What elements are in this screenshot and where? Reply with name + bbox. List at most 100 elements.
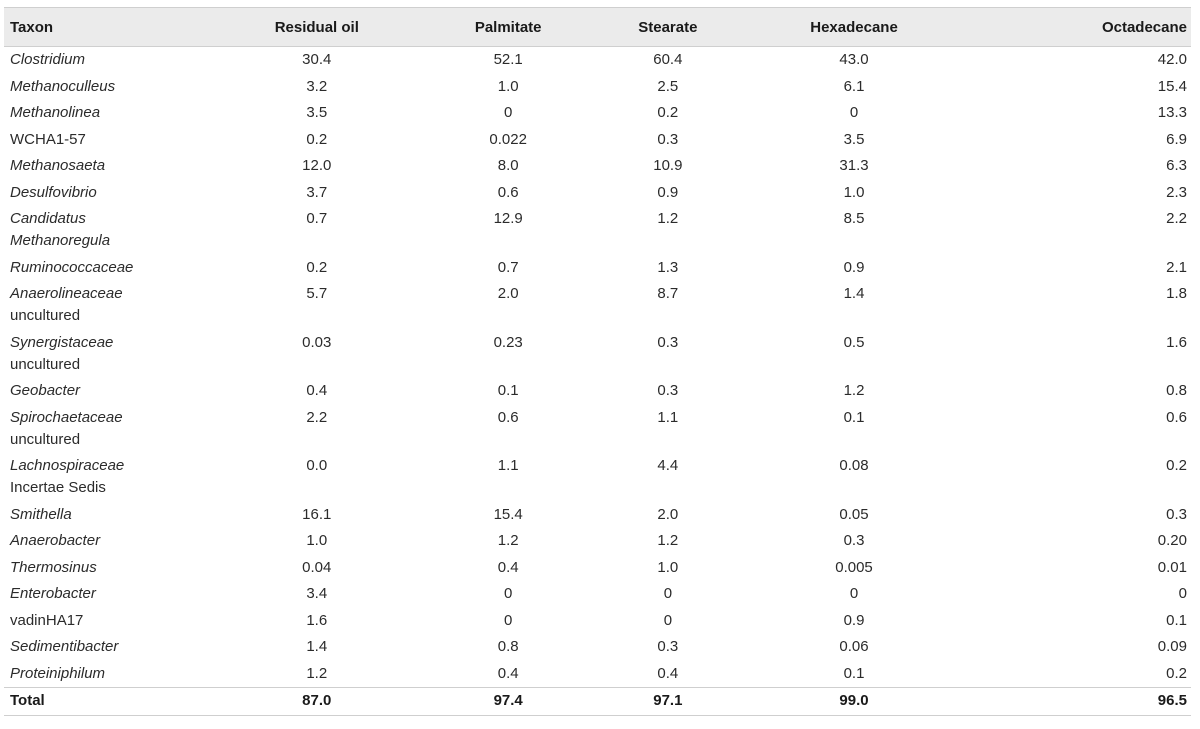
- taxon-abundance-table: Taxon Residual oil Palmitate Stearate He…: [4, 7, 1191, 716]
- value-cell-hexadecane: 0.05: [839, 505, 869, 523]
- taxon-cell: Spirochaetaceae uncultured: [4, 405, 210, 454]
- value-cell-stearate: 10.9: [653, 157, 683, 174]
- value-cell-hexadecane: 0: [849, 585, 859, 602]
- value-cell-octadecane: 0.6: [1166, 408, 1187, 426]
- value-cell-octadecane: 42.0: [1157, 51, 1187, 68]
- value-cell-palmitate: 0.6: [497, 183, 519, 201]
- table-row: Smithella 16.1 15.4 2.0 0.05 0.3: [4, 502, 1191, 529]
- taxon-name: WCHA1-57: [10, 130, 86, 148]
- value-cell-palmitate: 2.0: [497, 285, 519, 302]
- value-cell-stearate: 0.9: [657, 183, 679, 201]
- taxon-cell: Geobacter: [4, 378, 210, 405]
- header-octadecane: Octadecane: [965, 7, 1191, 47]
- value-cell-octadecane: 0.1: [1166, 611, 1187, 629]
- taxon-name: Incertae Sedis: [10, 479, 106, 496]
- taxon-name: Spirochaetaceae: [10, 408, 123, 426]
- value-cell-hexadecane: 0.005: [835, 558, 873, 576]
- value-cell-octadecane: 13.3: [1157, 104, 1187, 121]
- value-cell-residual-oil: 1.4: [306, 638, 328, 655]
- taxon-name: Desulfovibrio: [10, 183, 97, 201]
- value-cell-residual-oil: 1.6: [306, 611, 328, 629]
- total-value-hexadecane: 99.0: [742, 687, 966, 716]
- value-cell-hexadecane: 1.2: [843, 382, 865, 399]
- value-cell-stearate: 60.4: [653, 51, 683, 68]
- value-cell-hexadecane: 6.1: [843, 77, 865, 95]
- value-cell-palmitate: 0: [503, 104, 513, 121]
- value-cell-octadecane: 1.8: [1166, 285, 1187, 302]
- taxon-name: Anaerobacter: [10, 532, 101, 549]
- value-cell-octadecane: 0.01: [1157, 558, 1187, 576]
- total-value-stearate: 97.1: [592, 687, 743, 716]
- taxon-name: uncultured: [10, 430, 81, 448]
- value-cell-octadecane: 0.2: [1166, 457, 1187, 474]
- value-cell-hexadecane: 0.1: [843, 664, 865, 682]
- value-cell-palmitate: 15.4: [493, 505, 523, 523]
- table-row: Candidatus Methanoregula 0.7 12.9 1.2 8.5 2.2: [4, 206, 1191, 255]
- value-cell-palmitate: 1.1: [497, 457, 519, 474]
- value-cell-stearate: 0.3: [657, 333, 679, 351]
- total-label: Total: [4, 687, 210, 716]
- taxon-name: Smithella: [10, 505, 72, 523]
- value-cell-residual-oil: 3.2: [306, 77, 328, 95]
- value-cell-hexadecane: 0.3: [843, 532, 865, 549]
- taxon-name: Anaerolineaceae: [10, 285, 123, 302]
- value-cell-stearate: 8.7: [657, 285, 679, 302]
- taxon-name: Clostridium: [10, 51, 86, 68]
- taxon-name: Lachnospiraceae: [10, 457, 125, 474]
- table-row: Methanolinea 3.5 0 0.2 0 13.3: [4, 100, 1191, 127]
- taxon-name: vadinHA17: [10, 611, 84, 629]
- value-cell-residual-oil: 0.04: [302, 558, 332, 576]
- value-cell-stearate: 1.2: [657, 532, 679, 549]
- value-cell-stearate: 0.4: [657, 664, 679, 682]
- table-row: Lachnospiraceae Incertae Sedis 0.0 1.1 4.4 0.…: [4, 453, 1191, 502]
- value-cell-hexadecane: 0.06: [839, 638, 869, 655]
- value-cell-hexadecane: 3.5: [843, 130, 865, 148]
- value-cell-residual-oil: 2.2: [306, 408, 328, 426]
- value-cell-stearate: 0.3: [657, 382, 679, 399]
- value-cell-stearate: 0: [663, 585, 673, 602]
- table-row: Anaerolineaceae uncultured 5.7 2.0 8.7 1.4 1.8: [4, 281, 1191, 330]
- table-row: Anaerobacter 1.0 1.2 1.2 0.3 0.20: [4, 528, 1191, 555]
- taxon-cell: vadinHA17: [4, 608, 210, 635]
- value-cell-palmitate: 0.4: [497, 558, 519, 576]
- value-cell-hexadecane: 0.5: [843, 333, 865, 351]
- header-taxon: Taxon: [4, 7, 210, 47]
- table-row: Thermosinus 0.04 0.4 1.0 0.005 0.01: [4, 555, 1191, 582]
- taxon-cell: Anaerolineaceae uncultured: [4, 281, 210, 330]
- value-cell-residual-oil: 30.4: [302, 51, 332, 68]
- table-body: Clostridium 30.4 52.1 60.4 43.0 42.0 Methanocu…: [4, 47, 1191, 716]
- taxon-cell: Ruminococcaceae: [4, 255, 210, 282]
- value-cell-octadecane: 0.3: [1166, 505, 1187, 523]
- value-cell-residual-oil: 3.4: [306, 585, 328, 602]
- header-residual-oil: Residual oil: [210, 7, 424, 47]
- table-row: Geobacter 0.4 0.1 0.3 1.2 0.8: [4, 378, 1191, 405]
- table-row: vadinHA17 1.6 0 0 0.9 0.1: [4, 608, 1191, 635]
- value-cell-stearate: 1.2: [657, 210, 679, 227]
- taxon-name: Ruminococcaceae: [10, 258, 134, 276]
- value-cell-residual-oil: 1.2: [306, 664, 328, 682]
- value-cell-hexadecane: 0.9: [843, 611, 865, 629]
- header-palmitate: Palmitate: [423, 7, 593, 47]
- taxon-cell: Anaerobacter: [4, 528, 210, 555]
- value-cell-residual-oil: 1.0: [306, 532, 328, 549]
- value-cell-palmitate: 1.2: [497, 532, 519, 549]
- table-header: Taxon Residual oil Palmitate Stearate He…: [4, 7, 1191, 47]
- total-value-palmitate: 97.4: [423, 687, 593, 716]
- value-cell-stearate: 0.3: [657, 638, 679, 655]
- table-row: Proteiniphilum 1.2 0.4 0.4 0.1 0.2: [4, 661, 1191, 688]
- total-value-octadecane: 96.5: [965, 687, 1191, 716]
- header-row: Taxon Residual oil Palmitate Stearate He…: [4, 7, 1191, 47]
- value-cell-hexadecane: 43.0: [839, 51, 869, 68]
- value-cell-residual-oil: 5.7: [306, 285, 328, 302]
- value-cell-octadecane: 1.6: [1166, 333, 1187, 351]
- taxon-name: uncultured: [10, 355, 81, 373]
- value-cell-stearate: 0.3: [657, 130, 679, 148]
- taxon-cell: Smithella: [4, 502, 210, 529]
- value-cell-residual-oil: 0.7: [306, 210, 328, 227]
- table-row: Clostridium 30.4 52.1 60.4 43.0 42.0: [4, 47, 1191, 74]
- value-cell-residual-oil: 12.0: [302, 157, 332, 174]
- value-cell-octadecane: 2.1: [1166, 258, 1187, 276]
- taxon-cell: Thermosinus: [4, 555, 210, 582]
- table-row: Methanoculleus 3.2 1.0 2.5 6.1 15.4: [4, 74, 1191, 101]
- value-cell-octadecane: 0: [1178, 585, 1187, 602]
